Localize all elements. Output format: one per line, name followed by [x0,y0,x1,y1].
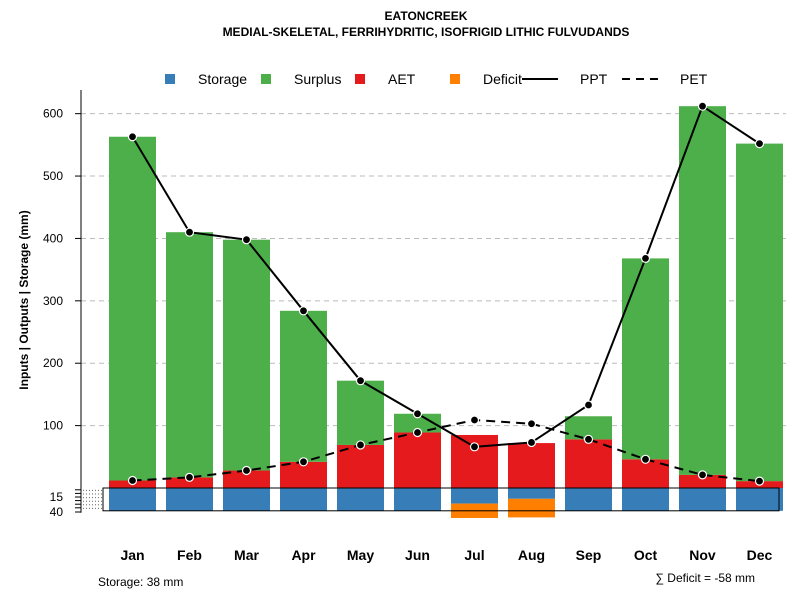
pet-point-sep [583,434,594,444]
deficit-bar-aug [508,498,555,518]
y-tick-label-500: 500 [43,169,63,183]
pet-point-mar [241,465,252,476]
surplus-bar-jan [109,136,156,481]
aet-bar-jun [394,432,441,488]
x-tick-label-may: May [347,547,374,563]
x-tick-label-dec: Dec [747,547,773,563]
aet-bar-mar [223,470,270,488]
ppt-point-dec [754,139,765,149]
aet-bar-may [337,444,384,488]
storage-tick-label-15: 15 [50,490,64,504]
chart-title: EATONCREEK [385,9,468,23]
ppt-line [131,104,761,448]
pet-point-jan [127,475,138,486]
storage-bar-feb [166,488,213,511]
legend-label-surplus: Surplus [294,71,341,87]
surplus-bar-mar [223,239,270,471]
lines-layer [127,101,765,486]
pet-point-feb [184,472,195,482]
legend-label-aet: AET [388,71,416,87]
aet-bar-feb [166,477,213,488]
legend-swatch-storage [165,74,175,84]
ppt-point-jul [469,442,480,452]
storage-bar-mar [223,488,270,511]
storage-bar-may [337,488,384,511]
legend-swatch-surplus [261,74,271,84]
surplus-bar-nov [679,106,726,475]
x-tick-label-oct: Oct [634,547,658,563]
legend-label-ppt: PPT [580,71,608,87]
x-tick-label-nov: Nov [689,547,716,563]
storage-box [102,487,780,512]
x-tick-label-mar: Mar [234,547,259,563]
chart-subtitle: MEDIAL-SKELETAL, FERRIHYDRITIC, ISOFRIGI… [223,25,630,39]
ppt-point-oct [640,253,651,264]
y-tick-label-600: 600 [43,107,63,121]
legend-label-deficit: Deficit [483,71,522,87]
ppt-point-jan [127,132,138,142]
storage-bar-aug [508,488,555,499]
aet-bar-sep [565,439,612,488]
storage-bar-jan [109,488,156,511]
legend-swatch-aet [355,74,365,84]
y-tick-label-200: 200 [43,356,63,370]
surplus-bar-jun [394,413,441,433]
pet-point-jun [412,427,423,438]
pet-point-apr [298,457,309,467]
ppt-point-aug [526,437,537,448]
y-tick-label-300: 300 [43,294,63,308]
storage-bar-dec [736,488,783,511]
legend-swatch-deficit [450,74,460,84]
x-tick-label-feb: Feb [177,547,202,563]
ppt-point-apr [298,306,309,316]
pet-point-may [355,440,366,450]
ppt-point-may [355,376,366,386]
storage-bar-sep [565,488,612,511]
storage-zone [83,487,783,518]
storage-bar-oct [622,488,669,511]
deficit-note: ∑ Deficit = -58 mm [655,571,755,585]
surplus-bar-sep [565,416,612,440]
ppt-point-jun [412,409,423,419]
aet-bar-nov [679,474,726,488]
x-tick-label-aug: Aug [518,547,545,563]
surplus-bar-may [337,380,384,445]
ppt-point-sep [583,400,594,410]
x-tick-label-apr: Apr [291,547,316,563]
x-tick-label-sep: Sep [576,547,602,563]
storage-note: Storage: 38 mm [98,575,183,589]
x-tick-label-jul: Jul [464,547,484,563]
storage-bar-nov [679,488,726,511]
storage-bar-jun [394,488,441,511]
surplus-bar-feb [166,232,213,478]
y-tick-label-100: 100 [43,419,63,433]
x-tick-label-jun: Jun [405,547,430,563]
storage-tick-label-40: 40 [50,505,64,519]
y-axis-label: Inputs | Outputs | Storage (mm) [17,210,31,389]
surplus-bar-apr [280,310,327,462]
pet-point-nov [697,470,708,480]
x-tick-label-jan: Jan [120,547,144,563]
ppt-point-nov [697,101,708,111]
pet-point-dec [754,476,765,486]
surplus-bar-dec [736,143,783,482]
pet-point-oct [640,454,651,464]
aet-bar-aug [508,443,555,488]
pet-point-aug [526,419,537,429]
legend-label-storage: Storage [198,71,247,87]
storage-bar-apr [280,488,327,511]
y-tick-label-400: 400 [43,231,63,245]
legend-label-pet: PET [680,71,708,87]
ppt-point-feb [184,227,195,237]
storage-bar-jul [451,488,498,504]
pet-line [132,418,760,483]
surplus-bar-oct [622,258,669,460]
legend: Storage Surplus AET Deficit PPT PET [165,71,708,87]
pet-point-jul [469,415,480,425]
bars-layer [109,106,783,488]
ppt-point-mar [241,235,252,245]
